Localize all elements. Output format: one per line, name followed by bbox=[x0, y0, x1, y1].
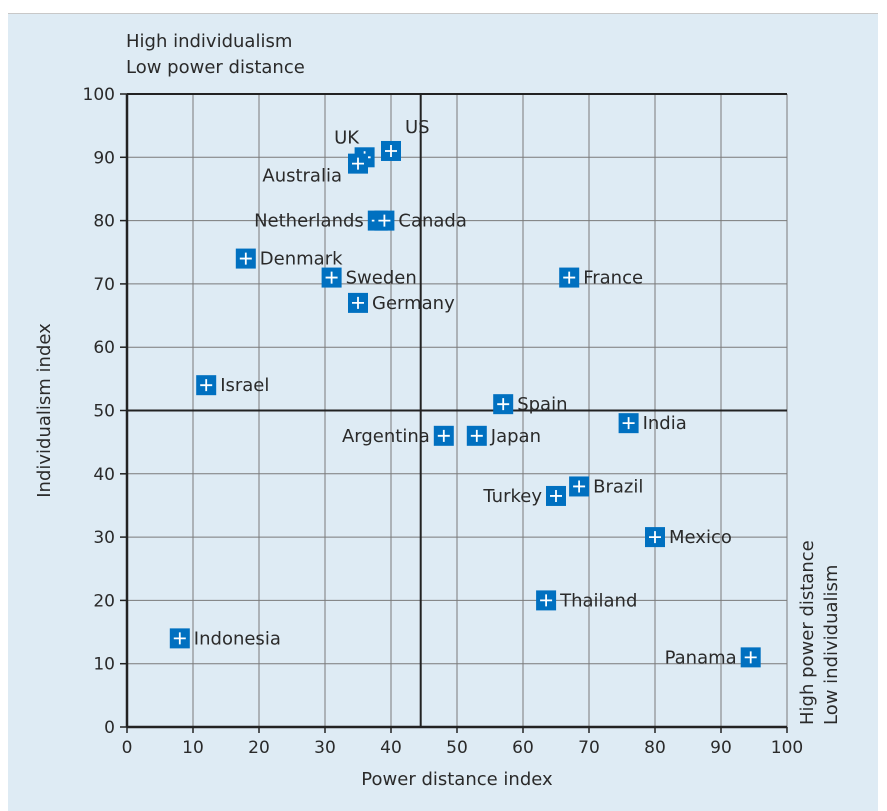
plus-icon bbox=[385, 144, 397, 157]
plus-icon bbox=[563, 271, 576, 284]
x-tick-label: 100 bbox=[771, 738, 803, 758]
plus-icon bbox=[573, 480, 586, 493]
data-point-turkey bbox=[546, 485, 566, 506]
plus-icon bbox=[352, 296, 364, 309]
x-tick-label: 60 bbox=[512, 738, 534, 758]
y-axis-label: Individualism index bbox=[34, 323, 55, 498]
x-tick-label: 40 bbox=[380, 738, 402, 758]
point-label: Japan bbox=[490, 426, 541, 447]
plus-icon bbox=[470, 429, 483, 442]
data-point-japan bbox=[466, 425, 487, 446]
x-tick-label: 10 bbox=[182, 738, 204, 758]
plus-icon bbox=[649, 531, 661, 544]
plus-icon bbox=[497, 398, 510, 411]
point-label: Netherlands bbox=[254, 211, 364, 232]
point-label: Thailand bbox=[559, 590, 637, 611]
x-tick-label: 90 bbox=[710, 738, 732, 758]
plus-icon bbox=[622, 417, 635, 430]
data-point-panama bbox=[740, 647, 761, 668]
y-tick-label: 30 bbox=[93, 528, 115, 548]
point-label: Israel bbox=[220, 375, 269, 396]
annotation-bottom-right-2: Low individualism bbox=[821, 565, 842, 725]
plus-icon bbox=[352, 157, 364, 170]
plus-icon bbox=[200, 379, 213, 392]
plus-icon bbox=[744, 651, 757, 664]
data-point-canada bbox=[374, 210, 395, 231]
data-point-india bbox=[618, 413, 639, 434]
point-label: US bbox=[405, 117, 430, 138]
y-tick-label: 40 bbox=[93, 465, 115, 485]
point-label: India bbox=[643, 413, 687, 434]
point-label: Brazil bbox=[593, 476, 643, 497]
annotation-top-left-1: High individualism bbox=[126, 31, 292, 52]
point-label: Argentina bbox=[342, 426, 430, 447]
x-tick-label: 0 bbox=[122, 738, 133, 758]
x-tick-label: 80 bbox=[644, 738, 666, 758]
data-point-us bbox=[381, 140, 401, 161]
y-tick-label: 80 bbox=[93, 212, 115, 232]
x-tick-label: 50 bbox=[446, 738, 468, 758]
y-tick-label: 100 bbox=[83, 85, 115, 105]
data-point-mexico bbox=[645, 527, 665, 548]
data-point-brazil bbox=[569, 476, 590, 497]
y-tick-label: 0 bbox=[104, 718, 115, 738]
data-point-israel bbox=[196, 375, 217, 396]
y-tick-label: 70 bbox=[93, 275, 115, 295]
annotation-top-left-2: Low power distance bbox=[126, 57, 305, 78]
y-tick-label: 20 bbox=[93, 591, 115, 611]
point-label: Panama bbox=[665, 647, 737, 668]
point-label: Spain bbox=[517, 394, 567, 415]
x-axis-label: Power distance index bbox=[361, 769, 553, 790]
plus-icon bbox=[540, 594, 553, 607]
data-point-australia bbox=[348, 153, 368, 174]
data-point-france bbox=[559, 267, 580, 288]
point-label: Canada bbox=[398, 211, 467, 232]
point-label: Australia bbox=[262, 166, 342, 187]
point-label: Germany bbox=[372, 293, 455, 314]
plus-icon bbox=[239, 252, 252, 265]
plus-icon bbox=[173, 632, 186, 645]
plus-icon bbox=[378, 214, 391, 227]
chart-panel bbox=[8, 13, 878, 811]
plus-icon bbox=[325, 271, 338, 284]
data-point-sweden bbox=[321, 267, 342, 288]
y-tick-label: 90 bbox=[93, 148, 115, 168]
y-tick-label: 10 bbox=[93, 655, 115, 675]
point-label: Mexico bbox=[669, 527, 732, 548]
y-tick-label: 50 bbox=[93, 402, 115, 422]
point-label: Indonesia bbox=[194, 628, 281, 649]
data-point-indonesia bbox=[169, 628, 190, 649]
plus-icon bbox=[437, 429, 450, 442]
data-point-argentina bbox=[433, 425, 454, 446]
point-label: UK bbox=[334, 127, 360, 148]
x-tick-label: 70 bbox=[578, 738, 600, 758]
data-point-denmark bbox=[235, 248, 256, 269]
y-tick-label: 60 bbox=[93, 338, 115, 358]
plus-icon bbox=[550, 489, 562, 502]
annotation-bottom-right-1: High power distance bbox=[797, 540, 818, 725]
data-point-germany bbox=[348, 292, 368, 313]
x-tick-label: 30 bbox=[314, 738, 336, 758]
point-label: France bbox=[583, 268, 643, 289]
point-label: Denmark bbox=[260, 249, 343, 270]
point-label: Sweden bbox=[346, 268, 417, 289]
data-point-spain bbox=[493, 394, 514, 415]
data-point-thailand bbox=[536, 590, 557, 611]
x-tick-label: 20 bbox=[248, 738, 270, 758]
point-label: Turkey bbox=[482, 486, 542, 507]
